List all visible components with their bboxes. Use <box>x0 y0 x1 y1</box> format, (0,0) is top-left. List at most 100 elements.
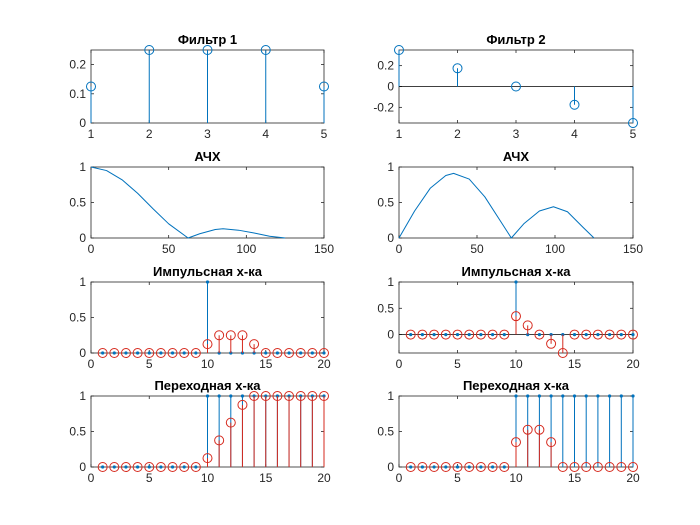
y-tick-label: 0.5 <box>69 196 86 210</box>
subplot-title: Переходная х-ка <box>154 378 261 393</box>
stem-marker <box>546 338 557 349</box>
stem-dot <box>112 351 116 355</box>
stem-marker <box>284 348 295 358</box>
stem-dot <box>275 351 279 355</box>
x-tick-label: 150 <box>314 242 334 256</box>
stem-dot <box>420 332 424 337</box>
stem-dot <box>491 332 495 337</box>
stem-marker <box>109 462 120 472</box>
y-tick-label: 0 <box>79 231 86 245</box>
subplot-title: АЧХ <box>194 149 221 164</box>
x-tick-label: 10 <box>509 357 523 371</box>
stem-dot <box>608 394 612 398</box>
stem-dot <box>310 351 314 355</box>
stem-dot <box>584 394 588 398</box>
stem-marker <box>522 320 533 331</box>
stem-marker <box>592 462 603 472</box>
stem-dot <box>619 394 623 398</box>
y-tick-label: 0.2 <box>377 59 394 73</box>
y-tick-label: -0.2 <box>373 100 394 114</box>
stem-marker <box>475 462 486 472</box>
stem-dot <box>136 465 140 469</box>
stem-marker <box>237 330 248 341</box>
stem-dot <box>170 351 175 355</box>
stem-marker <box>109 348 120 358</box>
x-tick-label: 1 <box>396 127 403 141</box>
stem-marker <box>569 462 580 472</box>
subplot-title: Импульсная х-ка <box>153 264 263 279</box>
stem-marker <box>179 348 190 358</box>
stem-dot <box>205 280 210 284</box>
stem-marker <box>394 45 404 55</box>
x-tick-label: 100 <box>236 242 256 256</box>
stem-marker <box>249 391 260 401</box>
stem-dot <box>631 332 635 337</box>
stem-marker <box>97 348 108 358</box>
stem-dot <box>608 332 612 337</box>
subplot-2: Фильтр 2 1 2 3 4 5 -0.2 0 0.2 <box>373 32 638 141</box>
y-tick-label: 0.2 <box>69 58 86 72</box>
x-tick-label: 10 <box>509 471 523 485</box>
y-tick-label: 0 <box>79 346 86 360</box>
y-tick-label: 0.5 <box>377 196 394 210</box>
stem-marker <box>167 348 178 358</box>
subplot-6: Импульсная х-ка 0 5 10 15 20 0 0.5 1 <box>377 264 640 371</box>
subplot-title: Импульсная х-ка <box>462 264 572 279</box>
stem-dot <box>596 394 600 398</box>
x-tick-label: 3 <box>204 127 211 141</box>
stem-marker <box>307 391 318 401</box>
stem-marker <box>475 329 486 340</box>
x-tick-label: 150 <box>623 242 643 256</box>
stem-marker <box>86 81 96 92</box>
stem-marker <box>319 348 329 358</box>
stem-marker <box>272 391 283 401</box>
x-tick-label: 15 <box>259 471 273 485</box>
response-curve <box>90 166 286 239</box>
stem-marker <box>307 348 318 358</box>
stem-dot <box>136 351 140 355</box>
stem-marker <box>120 462 131 472</box>
stem-marker <box>557 462 568 472</box>
stem-dot <box>112 465 116 469</box>
stem-dot <box>159 351 163 355</box>
stem-dot <box>182 351 186 355</box>
stem-marker <box>440 329 451 340</box>
stem-marker <box>499 462 510 472</box>
stem-marker <box>295 348 306 358</box>
y-tick-label: 1 <box>387 389 394 403</box>
stem-marker <box>155 462 166 472</box>
stem-marker <box>628 462 638 472</box>
y-tick-label: 0.1 <box>69 87 86 101</box>
stem-marker <box>487 462 498 472</box>
x-tick-label: 20 <box>626 357 640 371</box>
stem-dot <box>124 465 128 469</box>
stem-marker <box>464 462 475 472</box>
stem-marker <box>319 391 329 401</box>
stem-marker <box>260 45 271 55</box>
stem-marker <box>581 329 592 340</box>
stem-marker <box>272 348 283 358</box>
stem-marker <box>429 329 440 340</box>
stem-marker <box>511 81 521 92</box>
x-tick-label: 100 <box>545 242 565 256</box>
stem-marker <box>499 329 510 340</box>
stem-marker <box>569 99 580 110</box>
stem-dot <box>287 351 291 355</box>
stem-dot <box>584 332 588 337</box>
stem-marker <box>616 462 627 472</box>
x-tick-label: 0 <box>88 471 95 485</box>
stem-dot <box>264 351 268 355</box>
x-tick-label: 0 <box>396 242 403 256</box>
subplot-title: Фильтр 2 <box>486 32 545 47</box>
stem-dot <box>420 465 424 469</box>
stem-dot <box>572 394 577 398</box>
stem-dot <box>444 465 448 469</box>
stem-marker <box>440 462 451 472</box>
x-tick-label: 10 <box>201 357 215 371</box>
stem-marker <box>260 391 271 401</box>
stem-dot <box>479 465 483 469</box>
stem-dot <box>147 465 151 469</box>
stem-marker <box>132 462 143 472</box>
x-tick-label: 3 <box>513 127 520 141</box>
